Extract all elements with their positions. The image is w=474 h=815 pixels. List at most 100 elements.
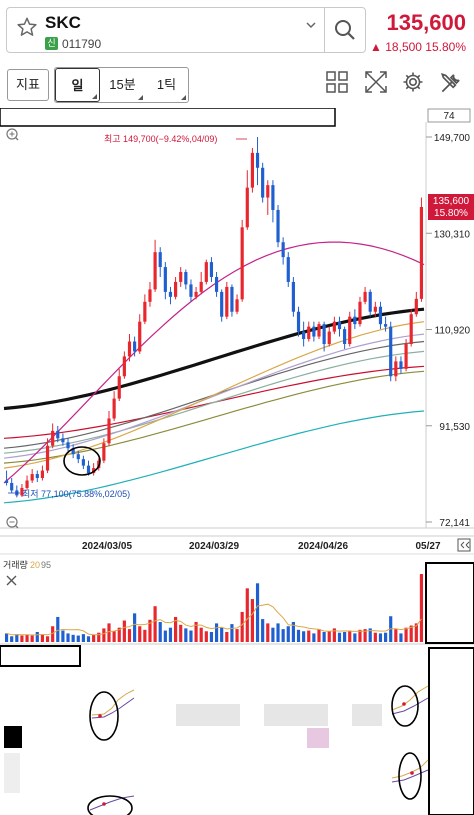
high-annotation: 최고 149,700(−9.42%,04/09) (104, 134, 217, 144)
candle-body (173, 281, 178, 297)
volume-bar (107, 623, 111, 642)
volume-bar (383, 632, 388, 642)
indicator-button[interactable]: 지표 (7, 69, 49, 101)
candle-body (302, 331, 306, 340)
volume-bar (179, 624, 183, 642)
candle-body (179, 272, 183, 282)
candle-body (122, 356, 126, 377)
star-icon[interactable] (16, 16, 38, 42)
volume-bar (10, 636, 14, 642)
volume-bar (4, 633, 9, 642)
mini-chart (87, 795, 135, 815)
search-button[interactable] (324, 8, 366, 52)
volume-bar (122, 620, 126, 642)
candle-body (353, 316, 357, 325)
volume-bar (81, 634, 85, 642)
y-axis-label: 72,141 (439, 518, 470, 529)
volume-bar (35, 631, 39, 642)
volume-bar (240, 611, 244, 642)
moving-average-lines (3, 241, 425, 504)
scroll-end-button[interactable] (457, 538, 471, 552)
period-15min-button[interactable]: 15분 (100, 68, 145, 102)
volume-bar (56, 616, 60, 642)
tools-icon[interactable] (438, 70, 466, 98)
candle-body (383, 324, 388, 327)
price-tag (428, 194, 474, 220)
volume-ma-line (6, 603, 422, 636)
volume-bar (45, 636, 50, 642)
candle-body (343, 329, 347, 344)
candle-body (51, 430, 55, 446)
volume-bar (419, 574, 424, 642)
volume-bar (363, 629, 367, 642)
candle-body (414, 298, 418, 315)
candle-body (225, 286, 229, 317)
candle-body (10, 482, 14, 491)
volume-bar (40, 634, 45, 642)
volume-bar (86, 636, 91, 642)
volume-bar (404, 627, 408, 642)
stock-search-box[interactable] (6, 7, 366, 53)
period-tick-button[interactable]: 1틱 (145, 68, 188, 102)
candle-body (45, 445, 50, 471)
volume-bar (302, 631, 306, 642)
volume-bar (102, 628, 106, 642)
candle-body (240, 227, 244, 300)
volume-bar (204, 631, 208, 642)
gear-icon[interactable] (401, 70, 429, 98)
y-axis-label: 91,530 (439, 422, 470, 433)
blurred-block (176, 704, 240, 726)
volume-bar (281, 629, 285, 642)
expand-icon[interactable] (364, 70, 392, 98)
candle-body (76, 454, 80, 460)
period-selector: 일 15분 1틱 (54, 67, 189, 103)
candle-body (56, 430, 60, 439)
zoom-out-icon[interactable] (6, 516, 19, 529)
stock-code: 011790 (62, 37, 102, 51)
top-value-text: 74 (443, 111, 455, 122)
volume-bars (4, 574, 424, 642)
candle-body (20, 487, 24, 496)
close-icon[interactable] (6, 575, 17, 586)
x-axis-labels: 2024/03/05 2024/03/29 2024/04/26 05/27 (82, 541, 441, 552)
candle-body (307, 326, 311, 340)
blurred-block (307, 728, 329, 748)
volume-bar (296, 629, 301, 642)
volume-bar (286, 626, 290, 642)
volume-bar (76, 635, 80, 642)
volume-bar (163, 630, 167, 642)
low-annotation: 최저 77,100(75.88%,02/05) (22, 489, 130, 499)
chevron-down-icon[interactable] (305, 19, 317, 34)
candle-body (92, 468, 96, 474)
candle-body (230, 286, 234, 312)
candle-body (281, 242, 285, 258)
period-day-button[interactable]: 일 (55, 68, 100, 102)
moving-average-line (3, 333, 425, 459)
volume-bar (353, 633, 357, 642)
volume-bar (312, 633, 316, 642)
candle-body (250, 152, 255, 188)
candle-body (117, 376, 121, 399)
y-axis-label: 110,920 (435, 326, 471, 337)
y-axis-label: 130,310 (434, 229, 471, 240)
volume-bar (230, 624, 234, 642)
volume-bar (358, 629, 362, 642)
top-value-box (427, 108, 471, 123)
grid-icon[interactable] (325, 70, 353, 98)
x-axis-label: 2024/03/29 (189, 541, 239, 552)
volume-bar (255, 583, 260, 642)
zoom-in-icon[interactable] (6, 128, 19, 141)
volume-bar (66, 633, 70, 642)
volume-bar (307, 630, 311, 642)
candle-body (143, 301, 147, 322)
candle-body (261, 167, 265, 198)
mini-chart (391, 685, 429, 727)
candle-body (220, 291, 224, 317)
volume-bar (30, 635, 34, 642)
candle-body (409, 314, 413, 344)
candle-body (163, 267, 167, 292)
moving-average-line (3, 350, 425, 454)
candle-body (112, 398, 116, 419)
overlay-box-lower-right (428, 647, 474, 815)
